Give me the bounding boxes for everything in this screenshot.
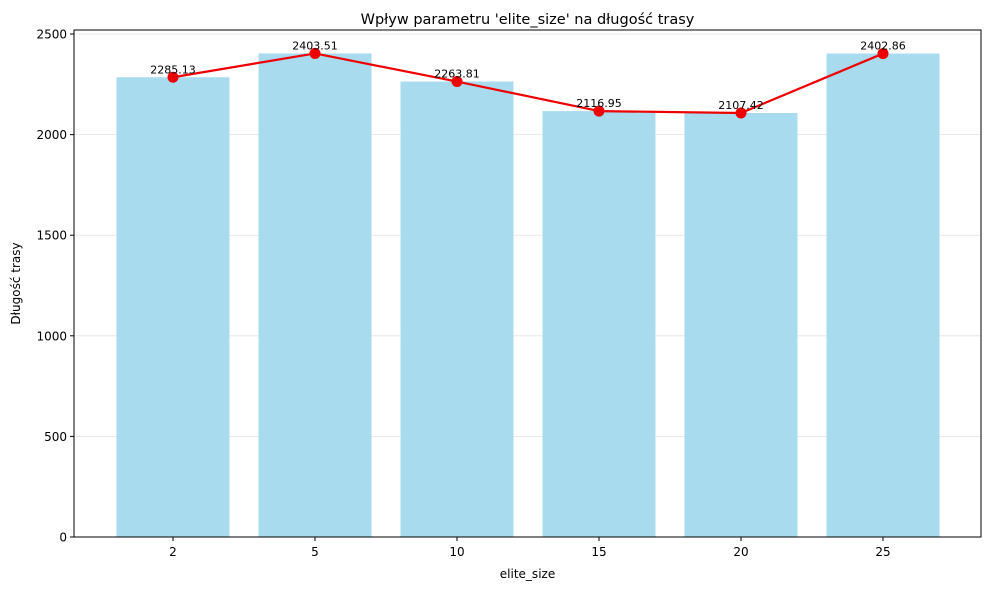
bar-2 [116, 77, 230, 538]
x-tick-label: 2 [169, 545, 177, 559]
point-25 [877, 48, 889, 60]
data-label: 2403.51 [292, 39, 338, 52]
x-tick-label: 10 [449, 545, 464, 559]
y-tick-label: 1000 [36, 329, 67, 343]
bar-25 [826, 53, 940, 538]
data-label: 2107.42 [718, 99, 764, 112]
data-label: 2116.95 [576, 97, 622, 110]
point-2 [167, 71, 179, 83]
bar-10 [400, 81, 514, 537]
x-tick-label: 5 [311, 545, 319, 559]
bar-15 [542, 111, 656, 538]
trend-line [172, 52, 884, 115]
x-axis-ticks: 2 5 10 15 20 25 [169, 537, 891, 559]
y-tick-label: 500 [44, 430, 67, 444]
y-axis-label: Długość trasy [9, 242, 23, 324]
point-10 [451, 76, 463, 88]
y-axis-ticks: 0 500 1000 1500 2000 2500 [36, 28, 74, 545]
data-label: 2285.13 [150, 63, 196, 76]
data-label: 2402.86 [860, 40, 906, 53]
plot-frame [73, 29, 982, 538]
x-tick-label: 15 [591, 545, 606, 559]
chart-title: Wpływ parametru 'elite_size' na długość … [361, 12, 695, 28]
y-tick-label: 2500 [36, 28, 67, 42]
bar-5 [258, 53, 372, 538]
y-tick-label: 0 [59, 531, 67, 545]
x-tick-label: 25 [875, 545, 890, 559]
trend-line-layer [167, 47, 889, 119]
point-15 [593, 105, 605, 117]
x-tick-label: 20 [733, 545, 748, 559]
x-axis-label: elite_size [500, 567, 555, 581]
data-labels: 2285.13 2403.51 2263.81 2116.95 2107.42 2402.… [150, 39, 906, 112]
data-label: 2263.81 [434, 68, 480, 81]
bars [116, 53, 940, 538]
point-5 [309, 47, 321, 59]
point-20 [735, 107, 747, 119]
y-tick-label: 2000 [36, 128, 67, 142]
y-tick-label: 1500 [36, 229, 67, 243]
bar-20 [684, 113, 798, 537]
